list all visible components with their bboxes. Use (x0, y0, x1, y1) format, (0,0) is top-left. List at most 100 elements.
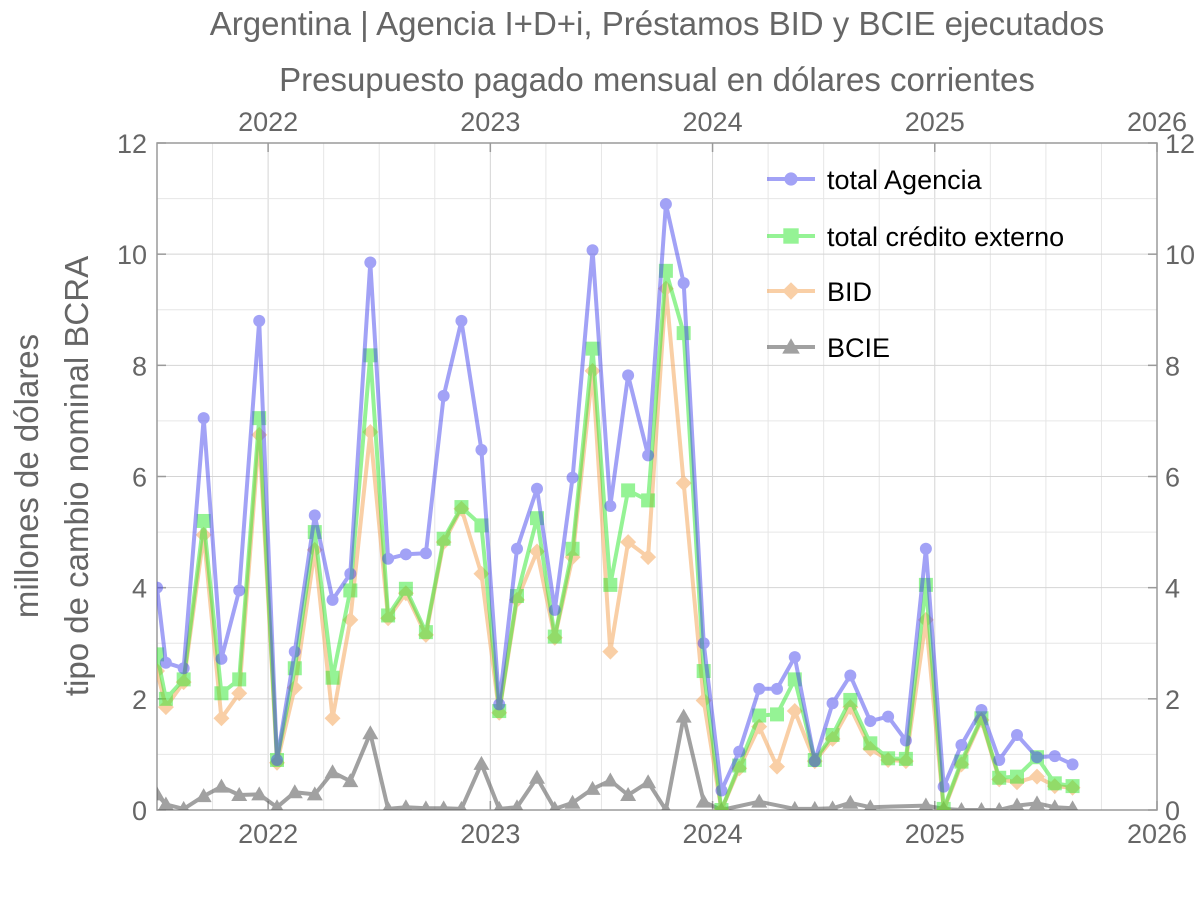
data-point (475, 443, 488, 456)
data-point (1065, 779, 1080, 794)
data-point (1010, 769, 1024, 784)
data-point (196, 513, 211, 528)
data-point (584, 780, 601, 795)
legend-label: total Agencia (827, 165, 983, 195)
data-point (843, 692, 858, 707)
data-point (566, 471, 579, 484)
data-point (511, 542, 523, 555)
data-point (364, 256, 377, 269)
data-point (437, 389, 450, 402)
data-point (842, 794, 859, 809)
y-tick-label-left: 2 (132, 685, 147, 715)
data-point (436, 531, 451, 546)
data-point (306, 786, 323, 801)
data-point (1029, 768, 1045, 785)
data-point (398, 581, 413, 596)
data-point (622, 369, 635, 382)
x-tick-label-bottom: 2024 (683, 819, 743, 849)
data-point (918, 797, 934, 810)
y-tick-label-left: 6 (132, 463, 147, 493)
data-point (602, 772, 619, 787)
data-point (382, 800, 394, 810)
x-tick-label-top: 2023 (460, 107, 520, 137)
legend-swatch (767, 172, 815, 186)
data-point (695, 793, 712, 808)
data-point (510, 799, 524, 810)
data-point (603, 577, 618, 592)
data-point (454, 500, 469, 515)
data-point (473, 755, 490, 770)
x-tick-label-bottom: 2022 (238, 819, 298, 849)
x-tick-label-top: 2026 (1127, 107, 1187, 137)
data-point (844, 669, 857, 682)
data-point (955, 738, 968, 751)
axis-ticks: 2022202220232023202420242025202520262026… (117, 107, 1195, 849)
y-tick-label-right: 0 (1165, 796, 1180, 826)
data-point (936, 801, 951, 810)
data-point (420, 800, 432, 810)
data-point (1067, 800, 1079, 810)
data-point (549, 800, 560, 810)
y-tick-label-left: 10 (117, 240, 147, 270)
x-tick-label-bottom: 2026 (1127, 819, 1187, 849)
data-point (809, 800, 820, 810)
data-point (1009, 797, 1025, 810)
data-point (456, 800, 467, 810)
legend-marker (783, 228, 799, 244)
series-layer (157, 198, 1081, 810)
data-point (251, 786, 268, 801)
data-point (325, 670, 340, 685)
data-point (419, 547, 432, 560)
data-point (1048, 799, 1061, 810)
data-point (919, 542, 932, 555)
y-tick-label-right: 2 (1165, 685, 1180, 715)
legend-item: BCIE (767, 333, 890, 363)
data-point (494, 800, 505, 810)
y-axis-label-2: tipo de cambio nominal BCRA (58, 256, 95, 696)
legend-label: BCIE (827, 333, 890, 363)
legend-marker (782, 282, 800, 300)
data-point (213, 778, 230, 793)
data-point (362, 725, 379, 740)
y-tick-label-right: 6 (1165, 463, 1180, 493)
data-point (751, 793, 768, 808)
legend-label: BID (827, 277, 872, 307)
data-point (233, 584, 246, 597)
data-point (231, 786, 248, 801)
data-point (493, 698, 506, 711)
x-tick-label-top: 2024 (683, 107, 743, 137)
grid (156, 142, 1158, 811)
data-point (231, 685, 248, 702)
data-point (1029, 795, 1045, 810)
data-point (195, 788, 212, 803)
data-point (826, 697, 839, 710)
data-point (1066, 758, 1079, 771)
data-point (786, 703, 803, 720)
data-point (994, 802, 1004, 810)
data-point (531, 482, 543, 495)
data-point (418, 625, 433, 640)
data-point (1047, 776, 1062, 791)
data-point (937, 780, 950, 793)
data-point (324, 710, 341, 727)
data-point (993, 753, 1006, 766)
data-point (215, 652, 228, 665)
data-point (825, 727, 840, 742)
data-point (158, 796, 174, 810)
data-point (714, 803, 729, 810)
data-point (827, 800, 839, 810)
data-point (1031, 751, 1043, 764)
data-point (956, 802, 967, 810)
legend-item: BID (767, 277, 872, 307)
data-point (158, 691, 173, 706)
data-point (197, 412, 210, 425)
data-point (642, 449, 655, 462)
data-point (157, 786, 165, 801)
data-point (214, 686, 229, 701)
x-tick-label-top: 2025 (905, 107, 965, 137)
data-point (976, 802, 987, 810)
y-tick-label-left: 4 (132, 574, 147, 604)
data-point (157, 581, 163, 594)
data-point (863, 736, 878, 751)
